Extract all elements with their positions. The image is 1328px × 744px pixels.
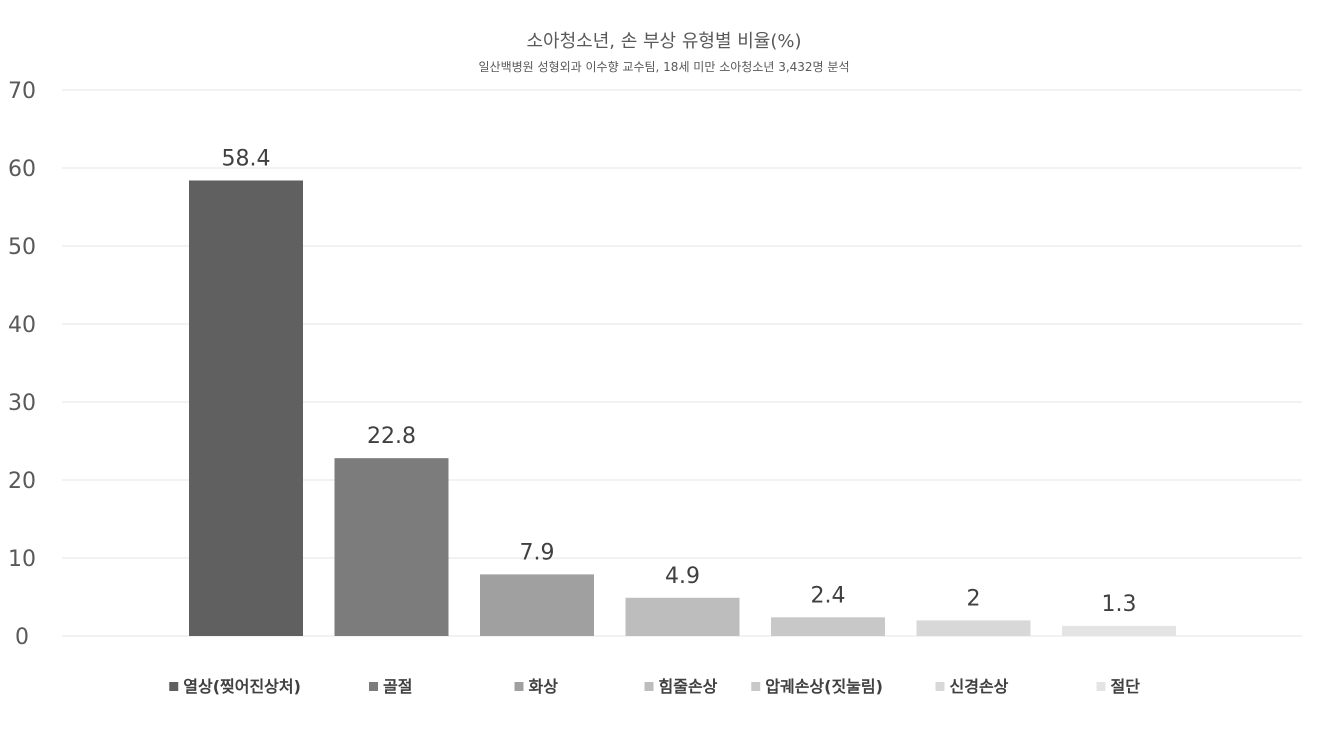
legend-label: 화상 <box>529 677 559 696</box>
legend-swatch <box>751 682 761 691</box>
legend-swatch <box>514 682 524 691</box>
data-label: 2 <box>967 586 981 611</box>
y-tick-label: 20 <box>8 469 36 494</box>
data-label: 7.9 <box>520 540 555 565</box>
legend-swatch <box>935 682 945 691</box>
chart-title: 소아청소년, 손 부상 유형별 비율(%) <box>526 31 801 52</box>
data-label: 22.8 <box>367 424 416 449</box>
legend-label: 절단 <box>1111 677 1141 696</box>
legend-swatch <box>369 682 378 691</box>
bars <box>189 180 1176 637</box>
legend-swatch <box>644 682 654 691</box>
data-label: 58.4 <box>222 146 271 171</box>
y-tick-label: 70 <box>8 79 36 104</box>
legend-swatch <box>1096 682 1106 691</box>
y-tick-label: 10 <box>8 547 36 572</box>
legend-swatch <box>169 682 179 691</box>
legend-label: 힘줄손상 <box>659 677 718 696</box>
legend-label: 열상(찢어진상처) <box>183 677 301 696</box>
y-tick-label: 50 <box>8 235 36 260</box>
legend-label: 압궤손상(짓눌림) <box>765 677 883 696</box>
legend-label: 골절 <box>383 677 412 696</box>
y-tick-label: 0 <box>15 625 29 650</box>
legend: 열상(찢어진상처) 골절 화상 힘줄손상 압궤손상(짓눌림) 신경손상 절단 <box>169 677 1140 696</box>
bar <box>480 574 594 636</box>
data-label: 4.9 <box>665 564 700 589</box>
y-tick-label: 40 <box>8 313 36 338</box>
y-tick-label: 60 <box>8 157 36 182</box>
bar <box>189 180 303 637</box>
bar <box>916 620 1031 636</box>
data-label: 1.3 <box>1102 592 1137 617</box>
bar <box>334 458 449 636</box>
bar <box>1062 625 1176 636</box>
chart-subtitle: 일산백병원 성형외과 이수향 교수팀, 18세 미만 소아청소년 3,432명 … <box>479 60 850 74</box>
bar <box>771 617 885 636</box>
bar <box>625 597 740 636</box>
y-tick-label: 30 <box>8 391 36 416</box>
data-label: 2.4 <box>811 583 846 608</box>
data-labels: 58.4 22.8 7.9 4.9 2.4 2 1.3 <box>222 146 1137 616</box>
legend-label: 신경손상 <box>950 677 1009 696</box>
y-axis-ticks: 0 10 20 30 40 50 60 70 <box>8 79 36 650</box>
